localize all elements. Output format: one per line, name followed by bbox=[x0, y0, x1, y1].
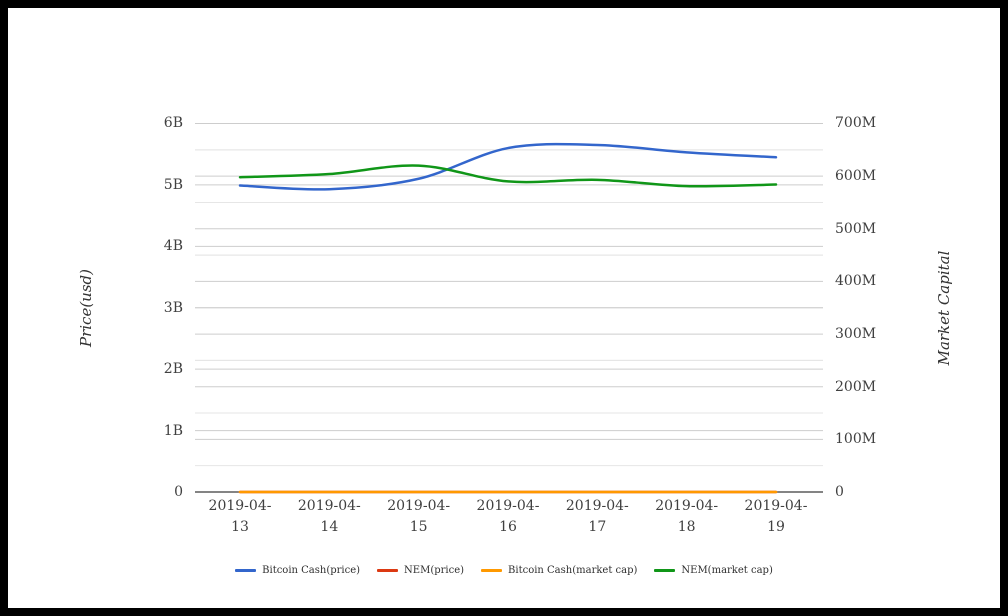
legend-item-nem-price: NEM(price) bbox=[377, 565, 464, 576]
right-axis-tick: 600M bbox=[835, 168, 877, 185]
legend-label: Bitcoin Cash(market cap) bbox=[508, 565, 638, 576]
x-tick-line2: 14 bbox=[320, 519, 339, 535]
x-tick-line2: 13 bbox=[231, 519, 249, 535]
left-axis-tick: 5B bbox=[163, 176, 183, 193]
legend-item-bitcoin-cash-market-cap: Bitcoin Cash(market cap) bbox=[481, 565, 637, 576]
legend-swatch-icon bbox=[481, 569, 503, 572]
x-axis-tick: 2019-04- 18 bbox=[639, 496, 735, 538]
legend-label: NEM(price) bbox=[404, 565, 465, 576]
x-tick-line2: 15 bbox=[409, 519, 428, 535]
x-tick-line2: 18 bbox=[677, 519, 696, 535]
x-tick-line2: 17 bbox=[588, 519, 607, 535]
left-axis-tick: 4B bbox=[163, 238, 183, 255]
right-axis-tick: 100M bbox=[835, 431, 877, 448]
x-axis-tick: 2019-04- 14 bbox=[281, 496, 377, 538]
x-tick-line2: 19 bbox=[767, 519, 785, 535]
legend-item-bitcoin-cash-price: Bitcoin Cash(price) bbox=[235, 565, 360, 576]
legend-swatch-icon bbox=[235, 569, 257, 572]
left-axis-title: Price(usd) bbox=[77, 268, 95, 348]
right-axis-tick: 500M bbox=[835, 220, 877, 237]
right-axis-tick: 0 bbox=[835, 484, 844, 500]
left-axis-tick: 3B bbox=[163, 299, 183, 316]
x-axis-tick: 2019-04- 17 bbox=[549, 496, 645, 538]
right-axis-title: Market Capital bbox=[935, 250, 953, 366]
x-tick-line1: 2019-04- bbox=[565, 498, 629, 514]
right-axis-tick: 700M bbox=[835, 115, 877, 132]
x-tick-line1: 2019-04- bbox=[297, 498, 361, 514]
right-axis-tick: 400M bbox=[835, 273, 877, 290]
series-line-nem-market-cap bbox=[238, 164, 778, 188]
legend-label: Bitcoin Cash(price) bbox=[262, 565, 361, 576]
legend-item-nem-market-cap: NEM(market cap) bbox=[654, 565, 773, 576]
x-tick-line1: 2019-04- bbox=[208, 498, 272, 514]
x-tick-line1: 2019-04- bbox=[744, 498, 808, 514]
legend-swatch-icon bbox=[377, 569, 399, 572]
right-axis-tick: 200M bbox=[835, 378, 877, 395]
x-axis-tick: 2019-04- 15 bbox=[371, 496, 467, 538]
legend-label: NEM(market cap) bbox=[681, 565, 773, 576]
x-axis-tick: 2019-04- 13 bbox=[192, 496, 288, 538]
x-tick-line2: 16 bbox=[499, 519, 517, 535]
x-tick-line1: 2019-04- bbox=[476, 498, 540, 514]
left-axis-tick: 2B bbox=[163, 361, 183, 378]
legend: Bitcoin Cash(price) NEM(price) Bitcoin Cas… bbox=[0, 565, 1008, 576]
left-axis-tick: 1B bbox=[163, 422, 183, 439]
left-axis-tick: 6B bbox=[163, 115, 183, 132]
x-axis-tick: 2019-04- 16 bbox=[460, 496, 556, 538]
x-tick-line1: 2019-04- bbox=[387, 498, 451, 514]
plot-area bbox=[195, 122, 823, 494]
right-axis-tick: 300M bbox=[835, 326, 877, 343]
series-line-bitcoin-cash-price bbox=[238, 142, 778, 191]
x-tick-line1: 2019-04- bbox=[655, 498, 719, 514]
legend-swatch-icon bbox=[654, 569, 676, 572]
x-axis-tick: 2019-04- 19 bbox=[728, 496, 824, 538]
left-axis-tick: 0 bbox=[174, 484, 183, 500]
